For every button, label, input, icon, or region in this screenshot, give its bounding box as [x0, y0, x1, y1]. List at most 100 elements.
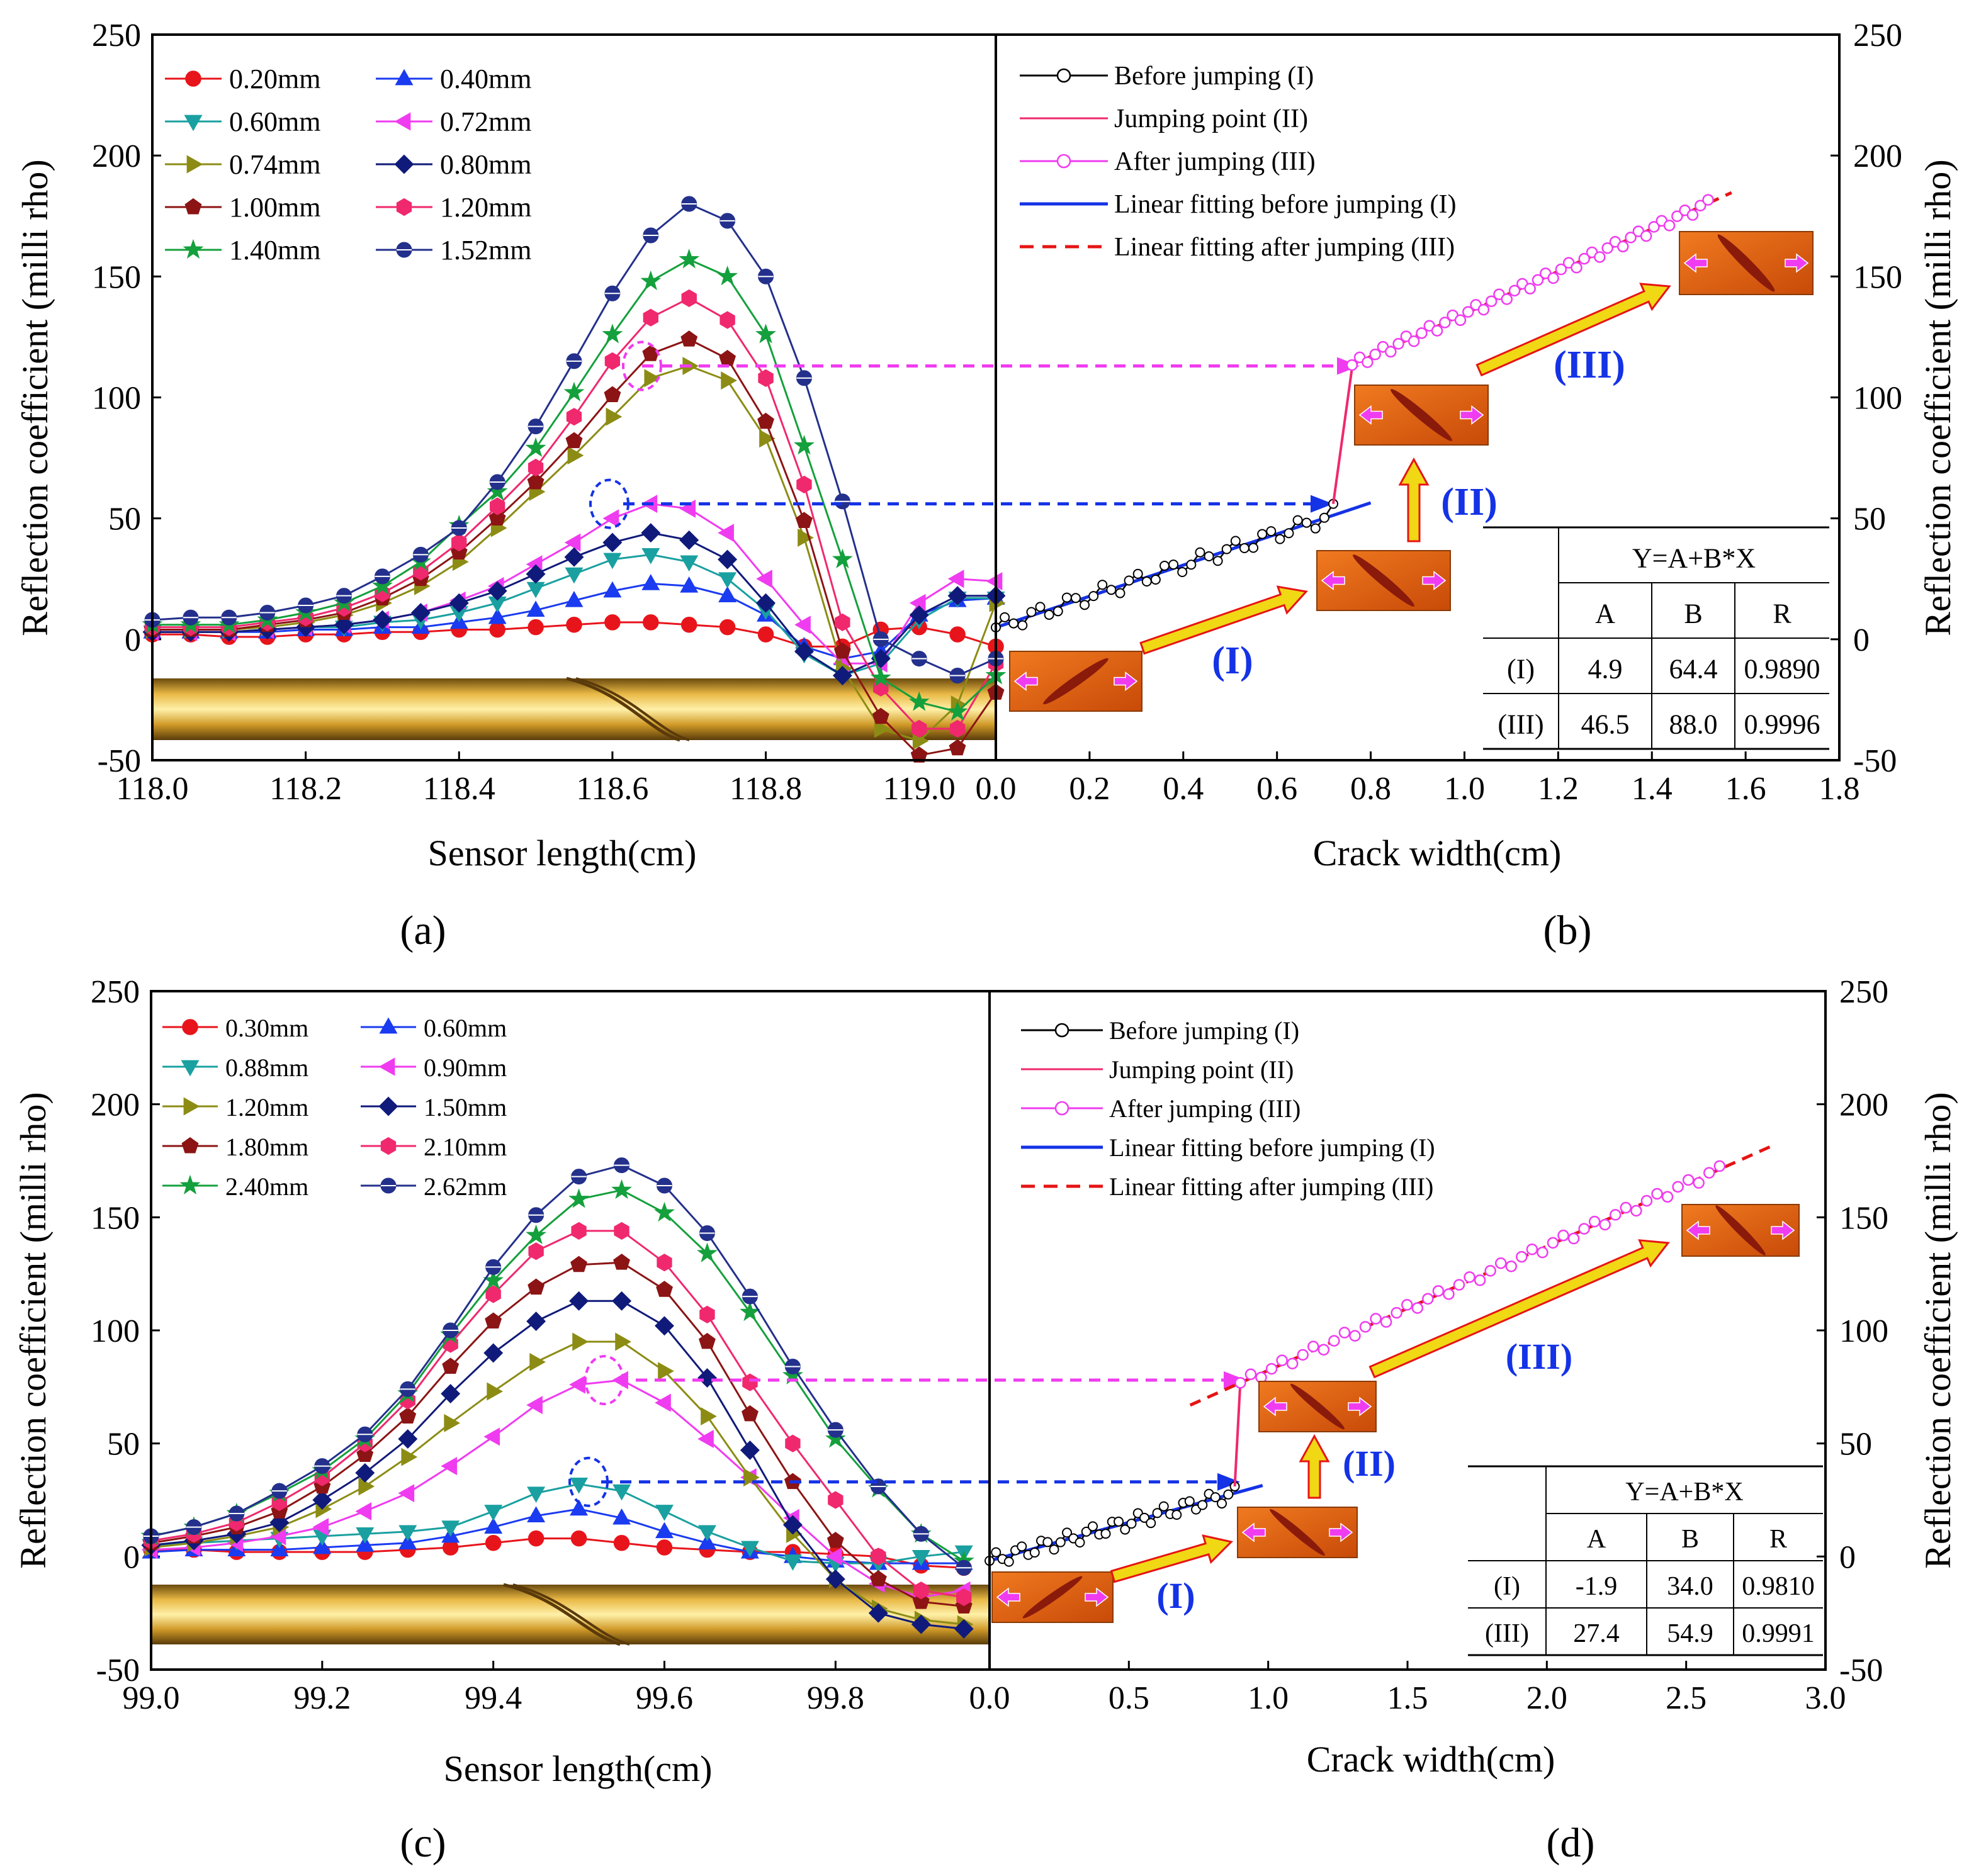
after-point-d-44 — [1693, 1177, 1705, 1189]
point-c-7-11 — [614, 1222, 629, 1240]
crack-chip-d-2-arrow-right — [1348, 1396, 1372, 1417]
point-a-5-13 — [641, 523, 661, 543]
before-point-b-37 — [1319, 512, 1329, 523]
legend-marker-a-7 — [396, 198, 412, 216]
x-tick-label-b-6: 1.2 — [1538, 771, 1579, 807]
after-point-d-28 — [1526, 1243, 1538, 1255]
connector-blue-bottom-head — [1217, 1473, 1240, 1491]
legend-label-c-1: 0.60mm — [424, 1014, 507, 1042]
point-c-8-12 — [654, 1201, 675, 1222]
point-c-6-10 — [570, 1255, 587, 1272]
point-c-9-6 — [400, 1381, 416, 1397]
y-tick-label-a-0: -50 — [98, 743, 141, 779]
legend-label-b-2: After jumping (III) — [1114, 147, 1316, 176]
table-cell-d-1-2: 54.9 — [1667, 1619, 1713, 1648]
legend-label-d-4: Linear fitting after jumping (III) — [1109, 1172, 1433, 1201]
point-a-7-14 — [681, 289, 697, 307]
legend-marker-c-6 — [181, 1137, 199, 1154]
sensor-bar-c — [151, 1583, 990, 1646]
legend-marker-a-3 — [394, 112, 411, 131]
after-point-b-46 — [1702, 194, 1714, 206]
before-point-d-37 — [1223, 1489, 1234, 1500]
plot-c-content: -50 0 50 100 150 200 250 99.0 99.2 99.4 99.6 99.8 0.… — [91, 974, 1246, 1716]
point-c-1-10 — [570, 1499, 589, 1516]
before-point-b-19 — [1159, 560, 1170, 571]
crack-chip-b-1-arrow-left — [1321, 570, 1345, 591]
point-a-7-17 — [796, 475, 812, 493]
before-point-b-7 — [1052, 606, 1063, 617]
x-tick-label-b-1: 0.2 — [1069, 771, 1110, 807]
legend-label-d-2: After jumping (III) — [1109, 1094, 1300, 1123]
series-line-c-5 — [150, 1300, 964, 1630]
point-c-6-12 — [656, 1281, 673, 1297]
after-point-b-24 — [1532, 274, 1544, 286]
before-point-d-21 — [1120, 1524, 1131, 1535]
point-c-9-19 — [956, 1559, 972, 1576]
table-cell-b-0-3: 0.9890 — [1744, 653, 1820, 684]
after-point-b-44 — [1686, 209, 1699, 221]
crack-chip-d-0-arrow-right — [1085, 1587, 1109, 1607]
crack-chip-b-0 — [1009, 651, 1143, 712]
table-cell-b-1-3: 0.9996 — [1744, 709, 1820, 739]
after-point-d-31 — [1557, 1229, 1569, 1242]
before-point-d-11 — [1055, 1537, 1066, 1547]
after-point-b-45 — [1695, 199, 1707, 211]
point-c-6-17 — [869, 1570, 887, 1587]
point-c-1-4 — [313, 1537, 332, 1554]
after-point-d-10 — [1338, 1327, 1351, 1339]
stage-label-d-0: (I) — [1156, 1575, 1195, 1616]
x-tick-label-a-4: 118.8 — [730, 771, 802, 807]
point-c-3-7 — [441, 1457, 458, 1476]
after-point-d-36 — [1610, 1209, 1622, 1221]
y-tick-label-b-4: 150 — [1853, 259, 1902, 295]
crack-chip-d-3-crack — [1715, 1205, 1766, 1255]
legend-label-c-2: 0.88mm — [225, 1053, 308, 1082]
point-c-3-4 — [312, 1518, 329, 1537]
after-point-d-41 — [1661, 1191, 1674, 1203]
point-a-0-14 — [680, 617, 697, 633]
point-a-6-13 — [642, 345, 660, 361]
before-point-d-18 — [1100, 1529, 1111, 1539]
x-tick-label-b-5: 1.0 — [1444, 771, 1485, 807]
after-point-d-43 — [1682, 1174, 1695, 1186]
after-point-d-37 — [1620, 1201, 1632, 1214]
point-c-3-8 — [483, 1427, 500, 1446]
legend-marker-c-5 — [378, 1096, 398, 1116]
stage-label-b-2: (III) — [1554, 344, 1625, 386]
after-point-b-21 — [1508, 284, 1521, 297]
before-point-b-10 — [1080, 600, 1090, 610]
table-cell-b-1-0: (III) — [1498, 709, 1543, 739]
point-a-8-19 — [870, 667, 891, 687]
after-point-b-15 — [1462, 306, 1474, 318]
connector-blue-top — [623, 495, 1333, 513]
point-a-9-8 — [451, 520, 467, 536]
point-c-1-9 — [527, 1506, 546, 1523]
after-point-b-38 — [1640, 230, 1652, 242]
panel-a-b: -50 0 50 100 150 200 250 118.0 118.2 118.4 118.6 11… — [14, 18, 1958, 953]
point-c-9-5 — [357, 1426, 373, 1442]
point-a-9-1 — [183, 609, 199, 626]
before-point-d-15 — [1081, 1526, 1092, 1537]
before-point-d-9 — [1042, 1537, 1053, 1547]
point-a-8-10 — [525, 437, 546, 458]
point-a-1-11 — [565, 590, 584, 607]
point-c-7-14 — [742, 1373, 758, 1391]
y-tick-label-b-2: 50 — [1853, 502, 1886, 537]
after-point-d-13 — [1370, 1313, 1382, 1325]
x-tick-label-c-1: 99.2 — [293, 1680, 351, 1716]
after-point-d-42 — [1672, 1181, 1684, 1193]
point-c-9-7 — [443, 1322, 459, 1339]
y-tick-label-c-4: 150 — [91, 1200, 140, 1236]
crack-chip-d-2-arrow-left — [1263, 1396, 1287, 1417]
before-point-b-27 — [1230, 536, 1241, 546]
plot-a-content: -50 0 50 100 150 200 250 118.0 118.2 118.4 118.6 11… — [92, 18, 1360, 807]
table-cell-b-1-1: 46.5 — [1581, 709, 1630, 739]
after-point-d-9 — [1328, 1335, 1340, 1347]
point-a-8-16 — [755, 323, 776, 344]
point-a-4-19 — [874, 719, 891, 738]
point-c-9-2 — [229, 1505, 245, 1522]
point-c-4-6 — [401, 1447, 418, 1466]
point-c-7-15 — [785, 1434, 801, 1452]
ylabel-a: Reflection coefficient (milli rho) — [14, 159, 55, 636]
